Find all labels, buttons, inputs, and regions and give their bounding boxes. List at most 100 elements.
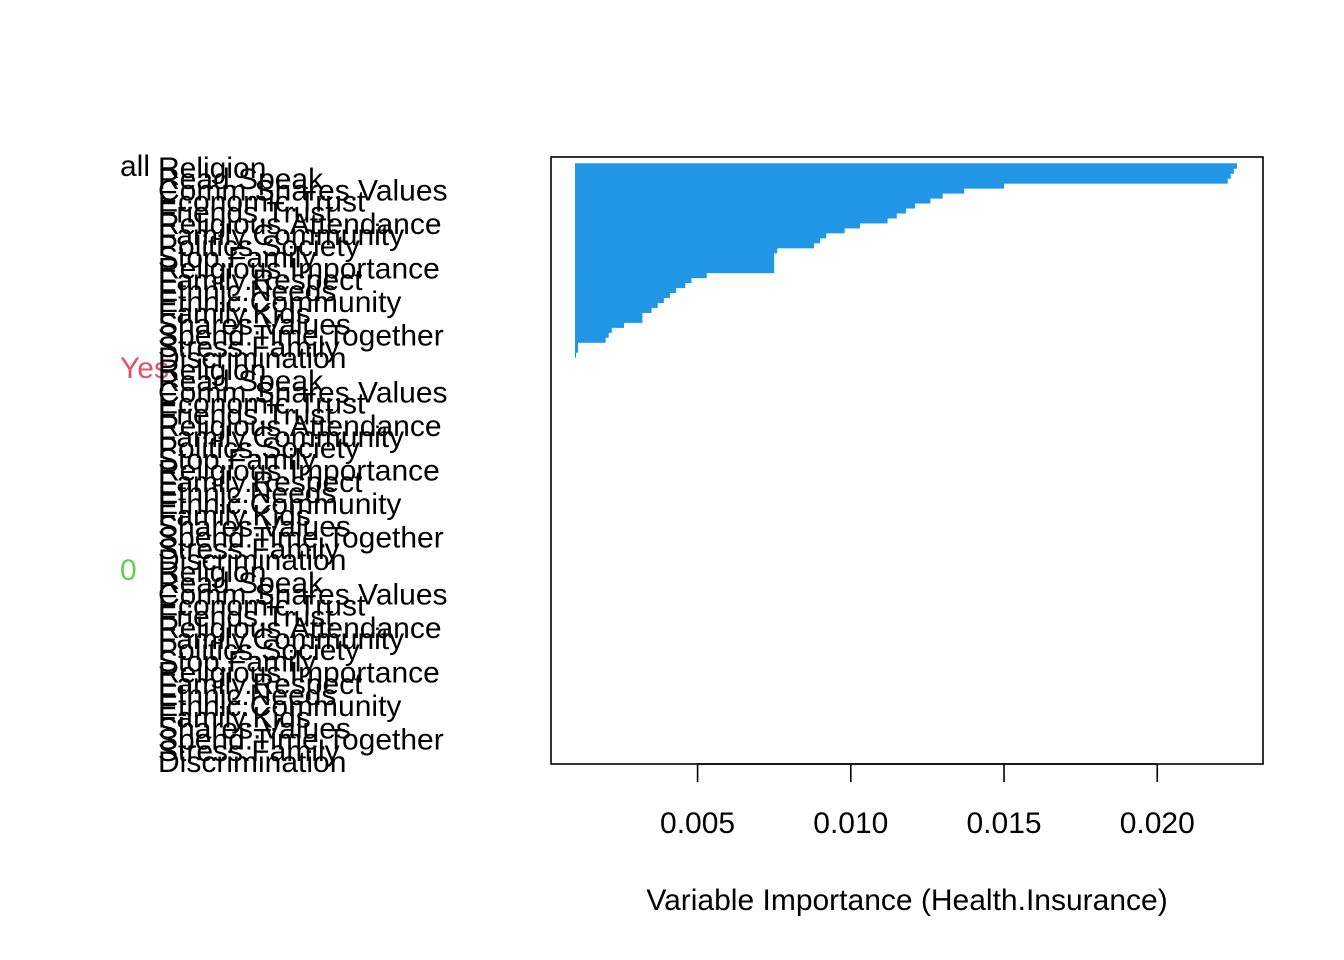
variable-label: Family.Respect xyxy=(158,668,363,701)
bar xyxy=(575,188,965,194)
variable-label: Spend.Time.Together xyxy=(158,320,444,353)
bar xyxy=(575,347,579,353)
variable-label: Spend.Time.Together xyxy=(158,522,444,555)
bar xyxy=(575,208,906,214)
x-tick-label: 0.005 xyxy=(660,807,735,840)
variable-label: Spend.Time.Together xyxy=(158,724,444,757)
bar xyxy=(575,232,827,239)
variable-label: Comm.Shares.Values xyxy=(158,376,448,409)
variable-label: Religion xyxy=(158,556,266,589)
variable-label: Stop.Family xyxy=(158,241,316,274)
variable-label: Religious.Importance xyxy=(158,455,440,488)
bar xyxy=(575,352,576,358)
variable-label: Shares.Values xyxy=(158,713,351,746)
bar xyxy=(575,217,888,224)
bar xyxy=(575,168,1234,174)
variable-label: Shares.Values xyxy=(158,511,351,544)
bar xyxy=(575,193,943,199)
bar xyxy=(575,297,664,304)
group-label: all xyxy=(120,150,150,183)
variable-label: Family.Kids xyxy=(158,297,311,330)
bar xyxy=(575,227,845,234)
variable-label: Stress.Family xyxy=(158,735,340,768)
variable-label: Ethnic.Community xyxy=(158,286,401,319)
bar xyxy=(575,262,775,269)
bar xyxy=(575,163,1237,169)
variable-label: Politics.Society xyxy=(158,230,360,263)
bar xyxy=(575,222,860,229)
variable-label: Ethnic.Community xyxy=(158,488,401,521)
variable-label: Stress.Family xyxy=(158,533,340,566)
bar xyxy=(575,327,612,333)
variable-label: Family.Kids xyxy=(158,701,311,734)
variable-label: Discrimination xyxy=(158,342,346,375)
variable-label: Religion xyxy=(158,354,266,387)
bar xyxy=(575,307,652,313)
x-tick-label: 0.020 xyxy=(1120,807,1195,840)
variable-label: Ethnic.Needs xyxy=(158,477,336,510)
bar xyxy=(575,173,1231,179)
bar xyxy=(575,183,1005,189)
variable-label: Discrimination xyxy=(158,746,346,779)
bar xyxy=(575,292,670,299)
variable-label: Comm.Shares.Values xyxy=(158,578,448,611)
bar xyxy=(575,312,643,318)
variable-label: Comm.Shares.Values xyxy=(158,174,448,207)
variable-label: Ethnic.Needs xyxy=(158,275,336,308)
variable-label: Religion xyxy=(158,152,266,185)
bar xyxy=(575,198,931,204)
variable-label: Economic.Trust xyxy=(158,388,366,421)
variable-label: Friends.Trust xyxy=(158,197,334,230)
bar xyxy=(575,332,609,338)
x-tick-label: 0.015 xyxy=(966,807,1041,840)
bar xyxy=(575,267,775,274)
bar xyxy=(575,257,775,264)
variable-label: Ethnic.Community xyxy=(158,690,401,723)
variable-label: Religious.Attendance xyxy=(158,208,442,241)
bar xyxy=(575,282,686,289)
x-tick-label: 0.010 xyxy=(813,807,888,840)
variable-label: Friends.Trust xyxy=(158,601,334,634)
bar xyxy=(575,203,916,209)
variable-label: Economic.Trust xyxy=(158,590,366,623)
bar xyxy=(575,337,606,343)
bar xyxy=(575,322,625,328)
variable-label: Stress.Family xyxy=(158,331,340,364)
variable-label: Family.Community xyxy=(158,421,404,454)
bar xyxy=(575,302,658,308)
variable-label: Family.Respect xyxy=(158,264,363,297)
group-label: Yes xyxy=(120,352,169,385)
variable-label: Ethnic.Needs xyxy=(158,679,336,712)
variable-label: Family.Community xyxy=(158,623,404,656)
bar xyxy=(575,213,897,219)
bar xyxy=(575,237,821,244)
bar xyxy=(575,272,707,279)
variable-label: Religious.Importance xyxy=(158,657,440,690)
variable-label: Shares.Values xyxy=(158,309,351,342)
variable-label: Religious.Importance xyxy=(158,253,440,286)
variable-label: Stop.Family xyxy=(158,645,316,678)
bar xyxy=(575,287,677,294)
bar xyxy=(575,252,775,259)
bar xyxy=(575,242,815,249)
variable-label: Family.Community xyxy=(158,219,404,252)
variable-label: Discrimination xyxy=(158,544,346,577)
variable-label: Family.Kids xyxy=(158,499,311,532)
variable-label: Read.Speak xyxy=(158,365,324,398)
variable-label: Family.Respect xyxy=(158,466,363,499)
bar xyxy=(575,342,579,348)
variable-label: Religious.Attendance xyxy=(158,410,442,443)
bar xyxy=(575,178,1228,184)
variable-label: Friends.Trust xyxy=(158,399,334,432)
variable-label: Politics.Society xyxy=(158,634,360,667)
bar xyxy=(575,247,778,254)
variable-label: Economic.Trust xyxy=(158,186,366,219)
variable-label: Read.Speak xyxy=(158,567,324,600)
group-label: 0 xyxy=(120,554,137,587)
variable-label: Politics.Society xyxy=(158,432,360,465)
variable-label: Religious.Attendance xyxy=(158,612,442,645)
x-axis-title: Variable Importance (Health.Insurance) xyxy=(646,884,1167,917)
bar xyxy=(575,277,692,284)
bar xyxy=(575,317,643,323)
